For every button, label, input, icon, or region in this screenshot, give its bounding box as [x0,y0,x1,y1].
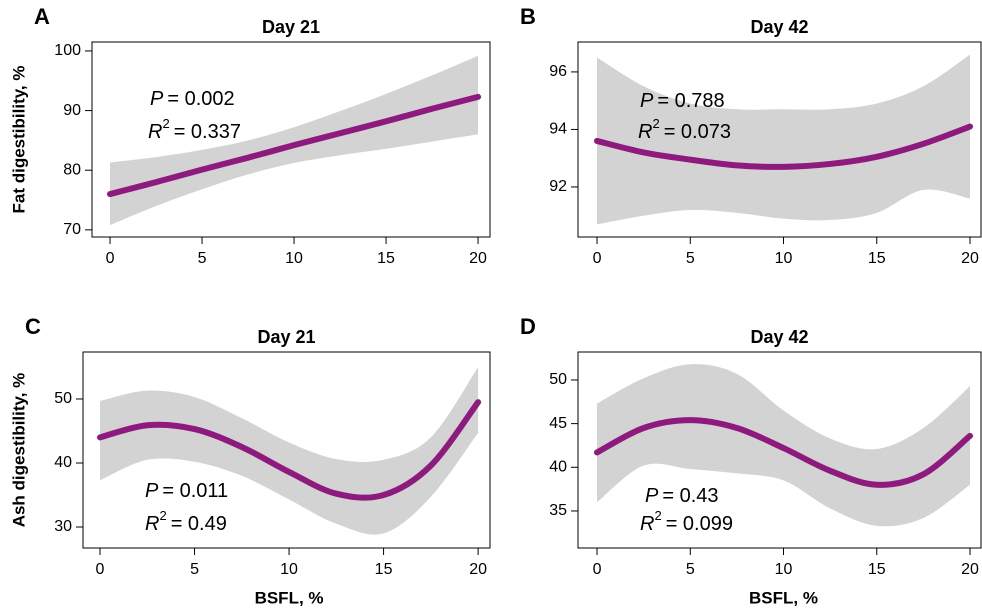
x-tick-label: 10 [775,561,793,578]
stat-symbol: P [145,480,159,502]
stat-value: = 0.43 [662,485,718,507]
x-tick-label: 5 [686,561,695,578]
x-tick-label: 10 [775,250,793,267]
confidence-band [110,55,479,226]
y-tick-label: 40 [54,454,72,471]
plot-frame [91,41,491,238]
x-tick-label: 20 [469,250,487,267]
y-tick-label: 96 [549,63,567,80]
y-tick-label: 70 [63,221,81,238]
stat-superscript: 2 [652,116,659,131]
plot-data [97,366,482,535]
panel-letter: D [520,314,536,339]
x-tick-label: 10 [285,250,303,267]
y-tick-label: 45 [549,415,567,432]
x-tick-label: 20 [469,561,487,578]
fit-line [594,123,973,170]
stat-annotation: P = 0.788 [640,90,725,112]
panel-title: Day 21 [262,17,320,37]
stat-value: = 0.002 [167,88,234,110]
panel-letter: B [520,4,536,29]
stat-superscript: 2 [654,508,661,523]
panel-letter: A [34,4,50,29]
stat-annotation: P = 0.43 [645,485,719,507]
fit-line [97,399,482,501]
x-tick-label: 15 [868,561,886,578]
stat-annotation: R2 = 0.49 [145,508,227,535]
x-tick-label: 0 [106,250,115,267]
x-tick-label: 15 [868,250,886,267]
plot-area [107,55,482,226]
y-axis-label: Ash digestibility, % [9,373,28,528]
stat-superscript: 2 [159,508,166,523]
plot-area [594,364,973,527]
y-tick-label: 90 [63,102,81,119]
plot-frame [577,351,982,549]
y-tick-label: 50 [54,390,72,407]
y-tick-label: 92 [549,178,567,195]
panel-title: Day 42 [750,327,808,347]
x-tick-label: 15 [375,561,393,578]
x-tick-label: 5 [190,561,199,578]
stat-annotation: R2 = 0.073 [638,116,731,143]
plot-frame [82,351,491,549]
plot-data [594,54,973,225]
fit-line [594,417,973,488]
x-tick-label: 5 [686,250,695,267]
x-tick-label: 0 [96,561,105,578]
x-tick-label: 0 [593,561,602,578]
x-tick-label: 20 [961,250,979,267]
panel-title: Day 42 [750,17,808,37]
panel: A Day 21 0 5 10 15 20 70 80 90 100 Fat digestibilit… [9,4,491,267]
x-tick-label: 5 [198,250,207,267]
y-tick-label: 80 [63,161,81,178]
stat-value: = 0.49 [171,513,227,535]
x-axis-label: BSFL, % [749,588,818,607]
y-tick-label: 35 [549,502,567,519]
stat-annotation: P = 0.011 [145,480,228,502]
fit-line [107,93,482,198]
stat-symbol: R [148,121,162,143]
y-tick-label: 30 [54,518,72,535]
stat-symbol: R [638,121,652,143]
panel: C Day 21 0 5 10 15 20 30 40 50 Ash digestibility, … [9,314,491,607]
plot-area [594,54,973,225]
stat-symbol: P [150,88,164,110]
x-axis-label: BSFL, % [255,588,324,607]
stat-symbol: P [640,90,654,112]
stat-superscript: 2 [162,116,169,131]
plot-data [107,55,482,226]
y-tick-label: 40 [549,459,567,476]
y-tick-label: 94 [549,121,567,138]
stat-annotation: P = 0.002 [150,88,235,110]
stat-annotation: R2 = 0.099 [640,508,733,535]
plot-area [97,366,482,535]
panel-letter: C [25,314,41,339]
stat-value: = 0.073 [664,121,731,143]
stat-value: = 0.788 [657,90,724,112]
stat-symbol: P [645,485,659,507]
x-tick-label: 15 [377,250,395,267]
stat-symbol: R [640,513,654,535]
confidence-band [100,366,479,535]
plot-frame [577,41,982,238]
stat-annotation: R2 = 0.337 [148,116,241,143]
plot-data [594,364,973,527]
stat-value: = 0.337 [174,121,241,143]
stat-symbol: R [145,513,159,535]
stat-value: = 0.099 [666,513,733,535]
y-tick-label: 100 [54,42,81,59]
panel-title: Day 21 [257,327,315,347]
confidence-band [597,54,970,225]
y-axis-label: Fat digestibility, % [9,66,28,214]
x-tick-label: 10 [280,561,298,578]
stat-value: = 0.011 [162,480,228,502]
x-tick-label: 20 [961,561,979,578]
x-tick-label: 0 [593,250,602,267]
y-tick-label: 50 [549,371,567,388]
